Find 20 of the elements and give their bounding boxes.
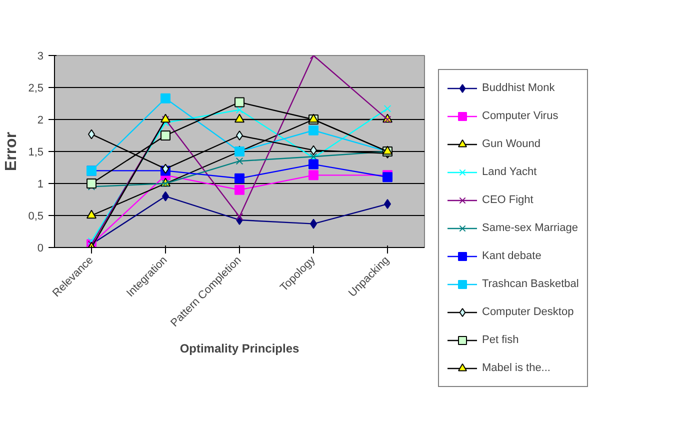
legend-label: Computer Desktop [482,306,574,318]
legend-label: Buddhist Monk [482,82,555,94]
x-axis-title: Optimality Principles [180,342,300,356]
legend-label: Computer Virus [482,110,558,122]
y-tick-label: 2,5 [28,82,44,94]
legend-label: Same-sex Marriage [482,222,578,234]
legend-label: CEO Fight [482,194,534,206]
legend-label: Kant debate [482,250,542,262]
y-tick-label: 1,5 [28,146,44,158]
y-axis-title: Error [3,132,20,172]
legend-label: Pet fish [482,334,519,346]
legend-label: Mabel is the... [482,362,550,374]
legend-label: Trashcan Basketbal [482,278,579,290]
legend-label: Gun Wound [482,138,541,150]
y-tick-label: 2 [37,114,44,126]
y-tick-label: 1 [37,178,44,190]
y-tick-label: 0 [37,242,44,254]
legend-label: Land Yacht [482,166,537,178]
y-tick-label: 3 [37,50,44,62]
y-tick-label: 0,5 [28,210,44,222]
